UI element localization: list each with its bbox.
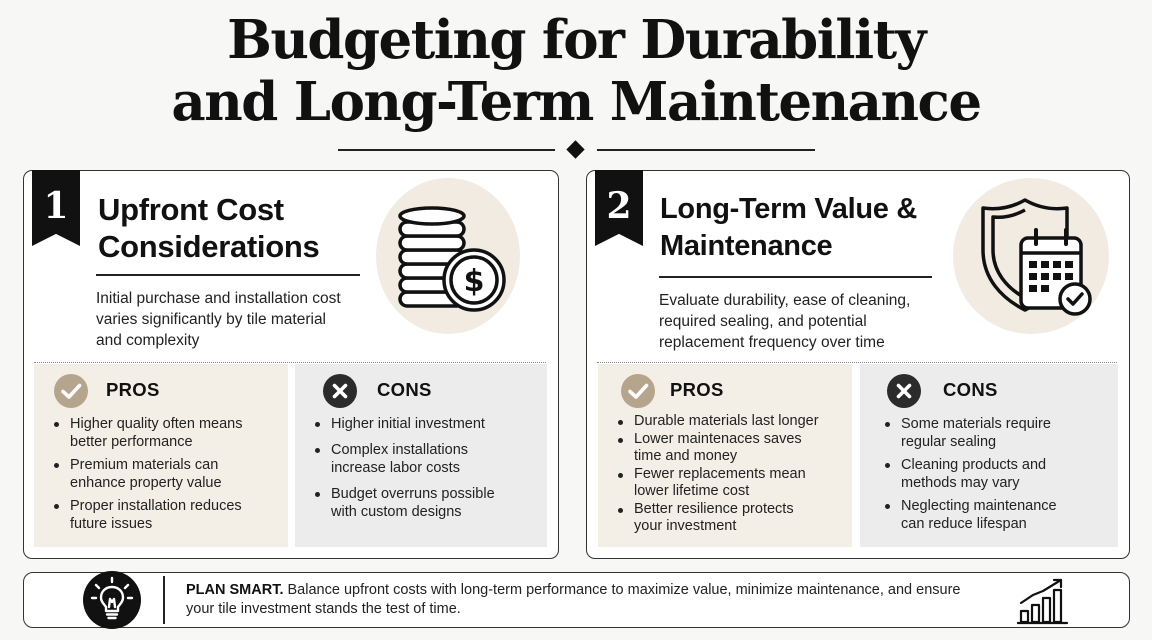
footer-message: PLAN SMART. Balance upfront costs with l… (186, 581, 976, 619)
pros-box: PROS Higher quality often means better pe… (34, 364, 288, 547)
list-item: Cleaning products and methods may vary (885, 456, 1110, 492)
description-line: Initial purchase and installation cost (96, 290, 341, 307)
growth-chart-icon (1016, 577, 1069, 630)
list-item: Higher initial investment (315, 415, 537, 433)
footer-body: Balance upfront costs with long-term per… (186, 582, 961, 617)
panel-title: Upfront Cost Considerations (98, 191, 320, 265)
description-line: Evaluate durability, ease of cleaning, (659, 292, 911, 309)
panel-title-line2: Maintenance (660, 230, 833, 262)
list-item: Lower maintenaces saves time and money (618, 431, 846, 465)
list-item: Fewer replacements mean lower lifetime co… (618, 466, 846, 500)
section-divider (34, 362, 546, 363)
panel-title: Long-Term Value & Maintenance (660, 191, 917, 265)
section-divider (597, 362, 1117, 363)
pros-list: Higher quality often means better perform… (54, 415, 279, 533)
page-title-line2: and Long-Term Maintenance (171, 71, 982, 133)
check-icon (54, 374, 88, 408)
panel-upfront-cost: 1 Upfront Cost Considerations Initial pu… (23, 170, 559, 559)
panel-number-ribbon: 1 (32, 170, 80, 246)
list-item: Some materials require regular sealing (885, 415, 1110, 451)
panel-title-line2: Considerations (98, 229, 320, 264)
list-item: Neglecting maintenance can reduce lifespa… (885, 497, 1110, 533)
pros-list: Durable materials last longer Lower main… (618, 413, 846, 535)
panel-title-underline (96, 274, 360, 276)
divider-diamond-icon (566, 140, 585, 159)
page-title-line1: Budgeting for Durability (227, 9, 926, 71)
list-item: Durable materials last longer (618, 413, 846, 430)
title-divider-right (597, 149, 815, 151)
check-icon (621, 374, 655, 408)
list-item: Premium materials can enhance property va… (54, 456, 279, 492)
list-item: Better resilience protects your investmen… (618, 501, 846, 535)
lightbulb-icon (83, 571, 141, 629)
list-item: Complex installations increase labor cost… (315, 441, 537, 477)
cons-list: Higher initial investment Complex instal… (315, 415, 537, 521)
footer-lead: PLAN SMART. (186, 582, 284, 598)
pros-label: PROS (106, 379, 160, 400)
pros-label: PROS (670, 379, 724, 400)
description-line: varies significantly by tile material (96, 311, 327, 328)
panel-description: Initial purchase and installation cost v… (96, 288, 341, 351)
panel-description: Evaluate durability, ease of cleaning, r… (659, 290, 910, 353)
footer-divider (163, 576, 165, 624)
pros-box: PROS Durable materials last longer Lower… (598, 364, 852, 547)
list-item: Higher quality often means better perform… (54, 415, 279, 451)
svg-text:$: $ (464, 264, 485, 299)
description-line: replacement frequency over time (659, 334, 885, 351)
list-item: Proper installation reduces future issues (54, 497, 279, 533)
coin-stack-dollar-icon: $ (376, 178, 520, 334)
panel-title-underline (659, 276, 932, 278)
description-line: and complexity (96, 332, 200, 349)
cons-list: Some materials require regular sealing Cl… (885, 415, 1110, 533)
panel-title-line1: Upfront Cost (98, 192, 284, 227)
close-icon (323, 374, 357, 408)
panel-title-line1: Long-Term Value & (660, 193, 918, 225)
close-icon (887, 374, 921, 408)
title-divider-left (338, 149, 555, 151)
cons-label: CONS (943, 379, 998, 400)
cons-box: CONS Higher initial investment Complex i… (295, 364, 547, 547)
cons-box: CONS Some materials require regular seali… (860, 364, 1118, 547)
list-item: Budget overruns possible with custom desi… (315, 485, 537, 521)
panel-long-term-value: 2 Long-Term Value & Maintenance Evaluate… (586, 170, 1130, 559)
shield-calendar-check-icon (953, 178, 1109, 334)
cons-label: CONS (377, 379, 432, 400)
footer-banner: PLAN SMART. Balance upfront costs with l… (23, 571, 1130, 630)
panel-number-ribbon: 2 (595, 170, 643, 246)
description-line: required sealing, and potential (659, 313, 867, 330)
